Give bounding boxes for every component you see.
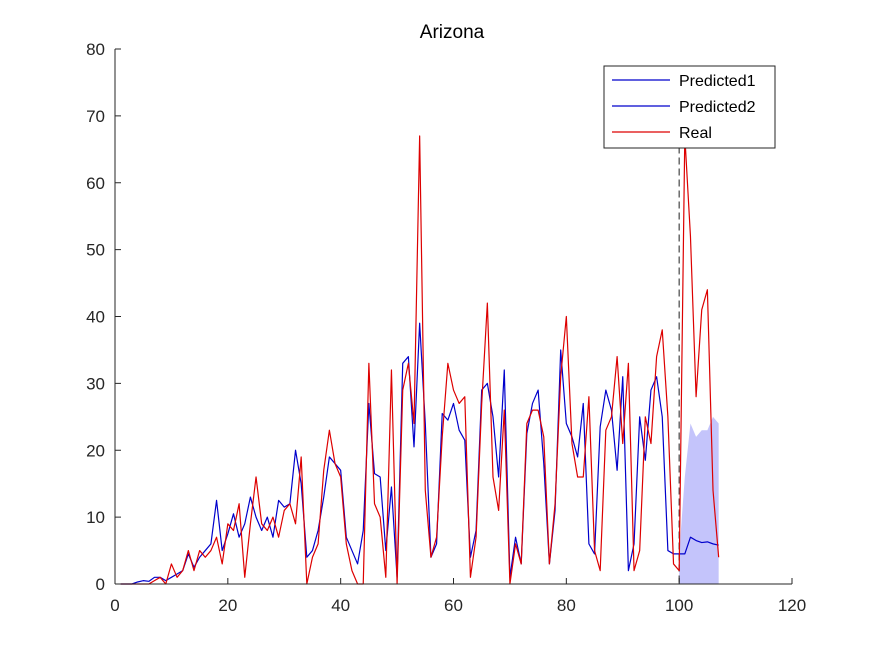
y-tick-label: 30 xyxy=(86,374,105,393)
axes: 0 20 40 60 80 100 120 0 10 20 30 40 50 60 70 80 xyxy=(86,40,806,615)
x-tick-label: 120 xyxy=(778,596,806,615)
y-tick-label: 70 xyxy=(86,107,105,126)
x-tick-label: 100 xyxy=(665,596,693,615)
plot-area xyxy=(120,102,720,585)
y-tick-label: 50 xyxy=(86,241,105,260)
x-tick-label: 0 xyxy=(110,596,119,615)
y-tick-label: 60 xyxy=(86,174,105,193)
series-line-predicted1 xyxy=(120,322,680,585)
series-line-predicted2 xyxy=(679,536,719,555)
legend: Predicted1 Predicted2 Real xyxy=(603,65,776,149)
x-tick-label: 60 xyxy=(444,596,463,615)
series-2-band xyxy=(679,416,719,584)
x-tick-label: 40 xyxy=(331,596,350,615)
y-tick-label: 40 xyxy=(86,308,105,327)
y-tick-label: 80 xyxy=(86,40,105,59)
legend-label-real: Real xyxy=(679,125,712,142)
series-line-real xyxy=(120,135,720,585)
x-tick-label: 20 xyxy=(218,596,237,615)
legend-label-predicted1: Predicted1 xyxy=(679,73,756,90)
x-tick-label: 80 xyxy=(557,596,576,615)
y-tick-label: 0 xyxy=(96,575,105,594)
legend-label-predicted2: Predicted2 xyxy=(679,99,756,116)
chart-title: Arizona xyxy=(420,22,485,43)
y-tick-label: 20 xyxy=(86,441,105,460)
y-tick-label: 10 xyxy=(86,508,105,527)
